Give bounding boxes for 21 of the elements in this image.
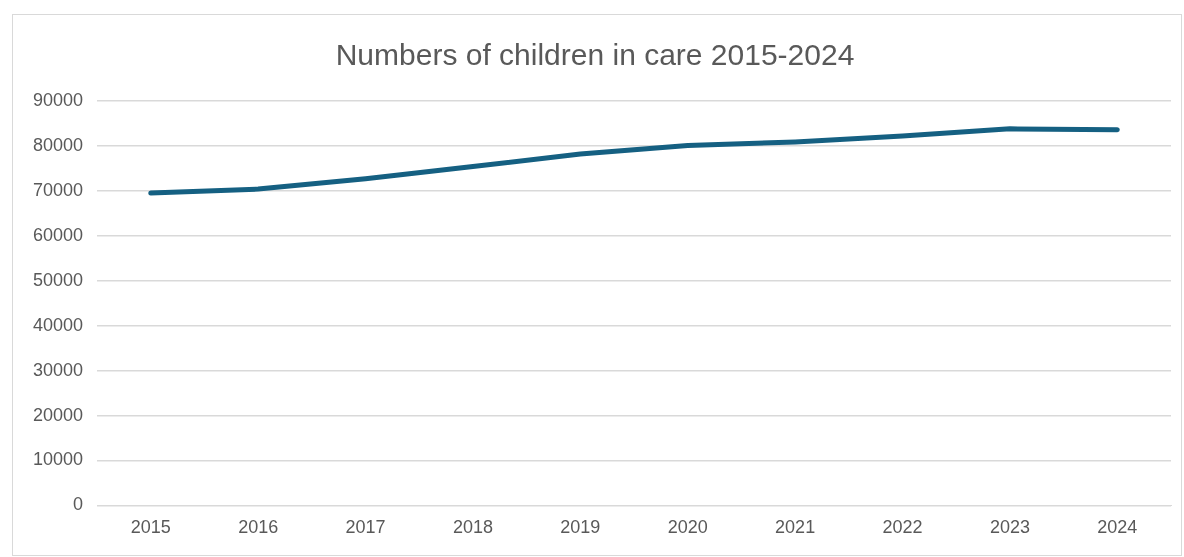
- y-tick-label: 50000: [32, 269, 84, 290]
- x-tick-label: 2023: [989, 517, 1030, 538]
- y-tick-label: 0: [73, 494, 84, 515]
- x-tick-label: 2020: [667, 517, 708, 538]
- y-tick-label: 60000: [32, 224, 84, 245]
- x-tick-label: 2017: [345, 517, 386, 538]
- x-tick-label: 2021: [775, 517, 816, 538]
- x-tick-label: 2016: [238, 517, 279, 538]
- x-tick-label: 2022: [882, 517, 923, 538]
- y-tick-label: 10000: [32, 449, 84, 470]
- x-tick-label: 2018: [452, 517, 493, 538]
- y-tick-label: 90000: [32, 89, 84, 110]
- y-tick-label: 20000: [32, 404, 84, 425]
- x-tick-label: 2019: [560, 517, 601, 538]
- y-tick-label: 40000: [32, 314, 84, 335]
- x-tick-label: 2015: [130, 517, 171, 538]
- y-tick-label: 70000: [32, 179, 84, 200]
- x-tick-label: 2024: [1097, 517, 1138, 538]
- y-tick-label: 30000: [32, 359, 84, 380]
- y-tick-label: 80000: [32, 134, 84, 155]
- chart-title: Numbers of children in care 2015-2024: [335, 38, 855, 72]
